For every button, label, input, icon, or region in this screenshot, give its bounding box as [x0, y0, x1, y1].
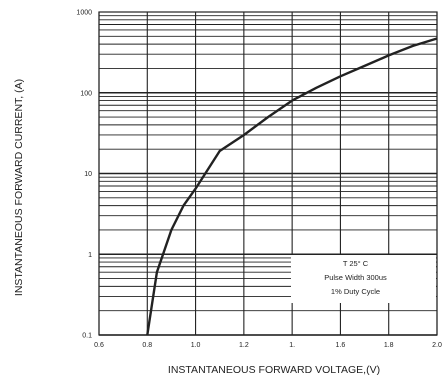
- y-tick-labels: 0.1 1 10 100 1000: [76, 10, 92, 340]
- x-axis-title: INSTANTANEOUS FORWARD VOLTAGE,(V): [168, 364, 380, 376]
- x-tick-label: 0.6: [94, 342, 104, 349]
- y-axis-title: INSTANTANEOUS FORWARD CURRENT, (A): [13, 79, 25, 296]
- x-tick-labels: 0.6 0.8 1.0 1.2 1. 1.6 1.8 2.0: [94, 342, 442, 349]
- y-tick-label: 100: [80, 90, 92, 97]
- annotation-temperature: T 25° C: [343, 259, 369, 268]
- y-tick-label: 1000: [76, 10, 92, 17]
- y-tick-label: 0.1: [82, 333, 92, 340]
- x-tick-label: 1.8: [384, 342, 394, 349]
- x-tick-label: 0.8: [142, 342, 152, 349]
- x-tick-label: 1.2: [239, 342, 249, 349]
- plot-frame: [98, 11, 438, 336]
- x-tick-label: 1.0: [191, 342, 201, 349]
- x-tick-label: 1.6: [336, 342, 346, 349]
- x-tick-label: 2.0: [432, 342, 442, 349]
- conditions-box-background: [291, 255, 436, 303]
- x-tick-label: 1.: [289, 342, 295, 349]
- series-line: [146, 37, 438, 336]
- conditions-box: T 25° C Pulse Width 300us 1% Duty Cycle: [291, 255, 436, 303]
- annotation-duty-cycle: 1% Duty Cycle: [331, 287, 380, 296]
- annotation-pulse-width: Pulse Width 300us: [324, 273, 387, 282]
- y-tick-label: 1: [88, 252, 92, 259]
- y-tick-label: 10: [84, 171, 92, 178]
